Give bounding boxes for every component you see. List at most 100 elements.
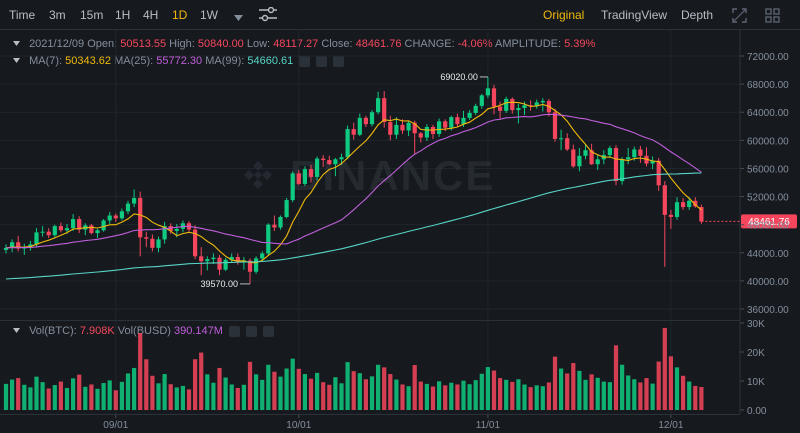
volume-bar [28, 387, 33, 410]
candle-body [217, 257, 222, 270]
candle-body [101, 220, 106, 231]
ma-info: MA(7): 50343.62 MA(25): 55772.30 MA(99):… [0, 54, 345, 67]
candle-body [308, 169, 314, 177]
time-label[interactable]: Time [9, 8, 36, 22]
volume-bar [46, 388, 51, 410]
candle-body [223, 259, 228, 270]
candle-body [467, 112, 472, 118]
candle-body [449, 117, 454, 128]
interval-15m[interactable]: 15m [80, 8, 104, 22]
fullscreen-icon[interactable] [732, 8, 747, 26]
volume-bar [577, 370, 582, 410]
ma-collapse-caret-icon[interactable] [13, 54, 21, 66]
indicator-settings-icon[interactable] [259, 6, 277, 25]
volume-bar [302, 374, 307, 410]
interval-3m[interactable]: 3m [49, 8, 66, 22]
volume-tick-label: 10K [747, 377, 765, 388]
volume-bar [34, 376, 39, 410]
candle-body [156, 239, 161, 248]
ma-close-icon[interactable] [333, 55, 345, 67]
volume-bar [64, 387, 70, 410]
candle-body [394, 124, 399, 135]
volume-bar [95, 388, 100, 410]
annotations: 69020.00 39570.00 48461.76 [200, 72, 797, 289]
collapse-caret-icon[interactable] [13, 37, 21, 49]
volume-bar [180, 385, 185, 410]
candle-body [107, 215, 112, 221]
candle-body [565, 138, 570, 150]
volume-bar [382, 367, 387, 410]
ma-lines [5, 101, 702, 280]
interval-1d[interactable]: 1D [172, 8, 188, 22]
volume-bar [607, 382, 612, 410]
candle-body [516, 108, 521, 111]
ma-settings-icon[interactable] [316, 55, 328, 67]
view-depth[interactable]: Depth [681, 8, 714, 22]
candle-body [687, 200, 692, 208]
candle-body [632, 149, 637, 158]
ma7-value: 50343.62 [65, 55, 112, 67]
vol-settings-icon[interactable] [246, 325, 258, 337]
candle-body [589, 150, 594, 165]
close-label: Close: [321, 38, 353, 50]
volume-bar [424, 383, 429, 410]
interval-dropdown-icon[interactable] [234, 11, 243, 25]
volume-bar [345, 362, 350, 410]
candle-body [674, 202, 680, 217]
candle-body [382, 98, 387, 123]
grid-lines [0, 30, 740, 414]
candle-body [71, 219, 76, 229]
volume-bar [559, 368, 564, 410]
volume-bar [254, 374, 259, 410]
interval-1h[interactable]: 1H [115, 8, 131, 22]
volume-bar [339, 383, 344, 410]
volume-bar [461, 380, 466, 410]
candle-body [613, 148, 619, 182]
volume-bar [479, 373, 484, 410]
candle-body [583, 150, 588, 156]
price-tick-label: 44000.00 [747, 249, 789, 260]
volume-bar [681, 375, 686, 410]
ma-visibility-icon[interactable] [299, 55, 311, 67]
ma7-line [5, 101, 702, 264]
candle-body [595, 159, 600, 165]
price-tick-label: 40000.00 [747, 277, 789, 288]
volume-bar [406, 386, 411, 410]
volume-bar [16, 378, 21, 410]
volume-bar [3, 383, 9, 410]
candle-body [235, 256, 240, 262]
candle-body [77, 219, 82, 230]
volume-bar [223, 377, 228, 410]
candle-body [327, 160, 332, 165]
volume-bar [546, 382, 551, 410]
volume-bar [485, 367, 490, 410]
date-tick-label: 10/01 [286, 420, 311, 431]
candle-body [699, 207, 704, 222]
interval-4h[interactable]: 4H [143, 8, 159, 22]
volume-bar [601, 381, 606, 410]
view-tradingview[interactable]: TradingView [601, 8, 668, 22]
volume-bar [144, 359, 149, 410]
candle-body [119, 211, 124, 219]
candle-body [369, 112, 375, 125]
candle-body [552, 112, 558, 139]
volume-bar [540, 386, 545, 410]
vol-busd-value: 390.147M [174, 325, 223, 337]
candle-body [174, 228, 179, 231]
vol-close-icon[interactable] [263, 325, 275, 337]
candle-body [388, 122, 393, 135]
candle-body [260, 253, 265, 259]
volume-bar [369, 376, 375, 410]
change-value: -4.06% [457, 38, 493, 50]
vol-visibility-icon[interactable] [229, 325, 240, 337]
open-label: Open: [87, 38, 118, 50]
volume-bar [650, 383, 655, 410]
vol-collapse-caret-icon[interactable] [13, 324, 21, 336]
candle-body [205, 259, 210, 262]
view-original[interactable]: Original [543, 8, 585, 22]
interval-1w[interactable]: 1W [200, 8, 218, 22]
candle-body [193, 229, 198, 257]
price-tick-label: 72000.00 [747, 52, 789, 63]
grid-layout-icon[interactable] [765, 8, 780, 26]
candle-body [351, 129, 356, 135]
